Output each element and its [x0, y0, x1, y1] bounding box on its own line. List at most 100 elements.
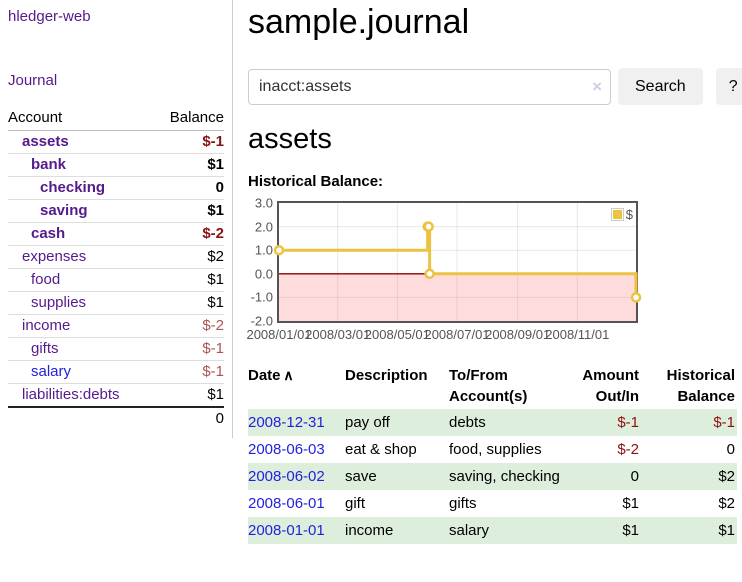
register-header-date[interactable]: Date ∧	[248, 367, 294, 384]
account-link-gifts[interactable]: gifts	[31, 340, 59, 357]
account-link-assets[interactable]: assets	[22, 133, 69, 150]
account-link-saving[interactable]: saving	[40, 202, 88, 219]
x-axis-tick-label: 2008/03/01	[305, 327, 371, 342]
transaction-date-link[interactable]: 2008-06-01	[248, 495, 325, 512]
search-form: × Search ?	[248, 68, 742, 105]
account-link-supplies[interactable]: supplies	[31, 294, 87, 311]
register-cell-description: save	[345, 463, 449, 490]
register-cell-balance: $2	[718, 495, 735, 512]
account-heading: assets	[248, 123, 332, 155]
data-point-marker	[630, 292, 642, 303]
register-header-amount-out-in[interactable]: Amount Out/In	[582, 367, 639, 405]
y-axis-tick-label: -2.0	[250, 313, 273, 329]
account-link-food[interactable]: food	[31, 271, 61, 288]
register-cell-balance: $1	[647, 517, 737, 544]
register-cell-amount: $-1	[580, 409, 647, 436]
page-title: sample.journal	[248, 3, 470, 41]
register-cell-date: 2008-06-02	[248, 463, 345, 490]
register-header-to-from-account-s-[interactable]: To/From Account(s)	[449, 367, 528, 405]
x-axis-tick-label: 2008/11/01	[545, 327, 610, 342]
register-cell-accounts: salary	[449, 517, 580, 544]
historical-balance-chart[interactable]: 3.0 2.0 1.0 0.0 -1.0 -2.0 2008/01/01 2008/03/01…	[246, 197, 742, 343]
chart-legend: $	[610, 207, 633, 222]
account-link-income[interactable]: income	[22, 317, 71, 334]
chart-plot-area[interactable]: $	[273, 201, 642, 323]
account-balance: $-2	[153, 314, 224, 338]
x-axis-tick-label: 2008/09/01	[485, 327, 551, 342]
y-axis-tick-label: 3.0	[254, 195, 273, 211]
account-row: supplies $1	[8, 291, 224, 315]
account-row: expenses $2	[8, 245, 224, 269]
register-cell-accounts: food, supplies	[449, 441, 542, 458]
accounts-total-row: 0	[8, 406, 224, 430]
account-balance: $1	[153, 383, 224, 407]
help-button[interactable]: ?	[715, 68, 742, 105]
accounts-header-balance: Balance	[153, 106, 224, 131]
register-row: 2008-01-01 income salary $1 $1	[248, 517, 737, 544]
register-cell-accounts: debts	[449, 409, 580, 436]
register-cell-date: 2008-06-03	[248, 436, 345, 463]
account-row: assets $-1	[8, 131, 224, 154]
legend-color-swatch	[610, 208, 624, 221]
register-cell-description: gift	[345, 495, 366, 512]
register-cell-description: income	[345, 517, 449, 544]
sort-ascending-icon: ∧	[280, 367, 293, 383]
transaction-date-link[interactable]: 2008-06-02	[248, 468, 325, 485]
register-row: 2008-06-01 gift gifts $1 $2	[248, 490, 737, 517]
y-axis-tick-label: 2.0	[254, 219, 273, 235]
register-header-description[interactable]: Description	[345, 367, 428, 384]
sidebar: hledger-web Journal Account Balance asse…	[0, 0, 233, 438]
sidebar-journal-link[interactable]: Journal	[8, 72, 58, 89]
account-balance: $1	[153, 268, 224, 292]
account-balance: $2	[153, 245, 224, 269]
register-table: Date ∧ Description To/From Account(s) Amoun…	[248, 363, 737, 544]
account-row: gifts $-1	[8, 337, 224, 361]
y-axis-tick-label: -1.0	[250, 289, 273, 305]
register-cell-accounts: gifts	[449, 495, 477, 512]
register-row: 2008-12-31 pay off debts $-1 $-1	[248, 409, 737, 436]
y-axis-tick-label: 1.0	[254, 242, 273, 258]
account-balance: $1	[153, 199, 224, 223]
register-cell-amount: $-2	[617, 441, 639, 458]
register-cell-description: eat & shop	[345, 441, 417, 458]
x-axis-tick-label: 2008/07/01	[424, 327, 490, 342]
account-balance: $-1	[202, 133, 224, 150]
data-point-marker	[423, 221, 434, 232]
register-cell-balance: 0	[726, 441, 735, 458]
search-button[interactable]: Search	[618, 68, 703, 105]
account-balance: 0	[153, 176, 224, 200]
search-input[interactable]	[248, 68, 611, 105]
transaction-date-link[interactable]: 2008-06-03	[248, 441, 325, 458]
register-cell-amount: 0	[580, 463, 647, 490]
register-cell-balance: $2	[647, 463, 737, 490]
register-cell-amount: $1	[580, 517, 647, 544]
clear-search-icon[interactable]: ×	[592, 76, 602, 96]
transaction-date-link[interactable]: 2008-01-01	[248, 522, 325, 539]
account-balance: $-2	[153, 222, 224, 246]
legend-series-label: $	[625, 207, 633, 222]
main-panel: sample.journal × Search ? assets Histori…	[233, 0, 742, 582]
account-link-checking[interactable]: checking	[40, 179, 106, 196]
account-link-cash[interactable]: cash	[31, 225, 66, 242]
accounts-header-account: Account	[8, 106, 154, 131]
x-axis-tick-label: 2008/01/01	[246, 327, 312, 342]
account-link-expenses[interactable]: expenses	[22, 248, 87, 265]
register-header-historical-balance[interactable]: Historical Balance	[666, 367, 735, 405]
x-axis-tick-label: 2008/05/01	[364, 327, 430, 342]
app-title-link[interactable]: hledger-web	[8, 8, 91, 25]
account-row: saving $1	[8, 199, 224, 223]
account-row: checking 0	[8, 176, 224, 200]
data-point-marker	[273, 244, 285, 256]
y-axis-tick-label: 0.0	[254, 266, 273, 282]
account-balance: $-1	[153, 360, 224, 384]
account-link-bank[interactable]: bank	[31, 156, 67, 173]
account-link-liabilities-debts[interactable]: liabilities:debts	[22, 386, 120, 403]
account-link-salary[interactable]: salary	[31, 363, 72, 380]
transaction-date-link[interactable]: 2008-12-31	[248, 414, 325, 431]
data-point-marker	[424, 268, 435, 280]
register-cell-balance: $-1	[647, 409, 737, 436]
register-cell-accounts: saving, checking	[449, 463, 580, 490]
register-cell-date: 2008-12-31	[248, 409, 345, 436]
accounts-table: Account Balance assets $-1 bank $1 checking 0…	[8, 106, 224, 430]
